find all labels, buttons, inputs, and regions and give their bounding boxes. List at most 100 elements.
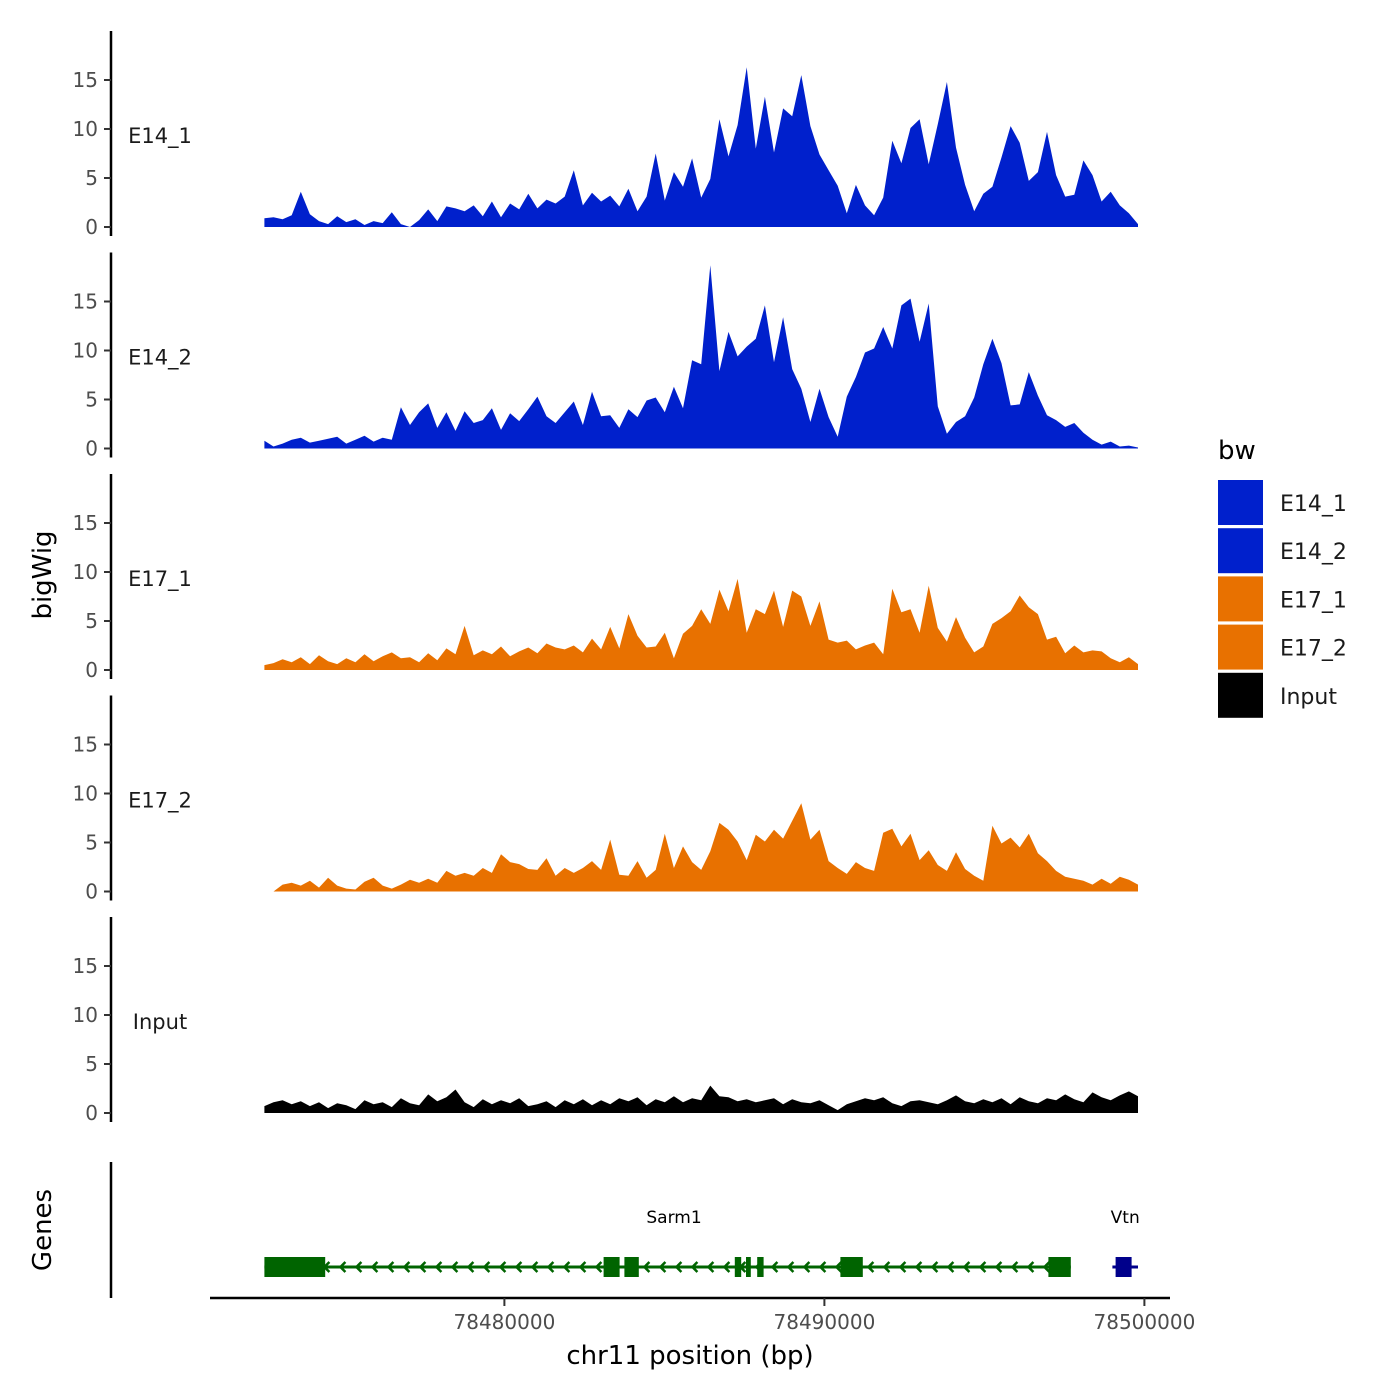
gene-label-vtn: Vtn: [1111, 1208, 1140, 1228]
y-tick-label: 15: [73, 511, 98, 535]
legend-label: E14_2: [1280, 540, 1347, 565]
strand-arrow: [898, 1261, 907, 1273]
legend-swatch: [1218, 480, 1263, 525]
strand-arrow: [994, 1261, 1003, 1273]
gene-label-sarm1: Sarm1: [646, 1208, 701, 1228]
strand-arrow: [338, 1261, 347, 1273]
strand-arrow: [578, 1261, 587, 1273]
y-tick-label: 10: [73, 1003, 98, 1027]
strand-arrow: [482, 1261, 491, 1273]
gene-exon: [746, 1257, 751, 1277]
strand-arrow: [466, 1261, 475, 1273]
y-tick-label: 15: [73, 954, 98, 978]
y-tick-label: 0: [85, 658, 98, 682]
track-e14-1: 0 5 10 15 E14_1: [73, 31, 1138, 239]
x-axis-title: chr11 position (bp): [566, 1341, 813, 1371]
track-label-e14-2: E14_2: [128, 346, 192, 371]
strand-arrow: [770, 1261, 779, 1273]
strand-arrow: [514, 1261, 523, 1273]
y-tick-label: 0: [85, 437, 98, 461]
strand-arrow: [418, 1261, 427, 1273]
y-axis-title: bigWig: [28, 530, 58, 619]
track-input: 0 5 10 15 Input: [73, 917, 1138, 1125]
y-tick-label: 5: [85, 1052, 98, 1076]
legend-title: bw: [1218, 436, 1256, 466]
x-tick-label: 78480000: [454, 1310, 556, 1334]
strand-arrow: [978, 1261, 987, 1273]
x-axis: 78480000 78490000 78500000 chr11 position …: [210, 1296, 1195, 1371]
strand-arrow: [546, 1261, 555, 1273]
legend-entries: E14_1 E14_2 E17_1 E17_2 Input: [1218, 480, 1347, 718]
strand-arrow: [674, 1261, 683, 1273]
y-tick-label: 0: [85, 880, 98, 904]
y-tick-label: 10: [73, 339, 98, 363]
strand-arrow: [354, 1261, 363, 1273]
coverage-area-e14-2: [264, 265, 1138, 449]
legend-label: E14_1: [1280, 492, 1347, 517]
y-tick-label: 10: [73, 117, 98, 141]
gene-exon: [264, 1257, 290, 1277]
x-tick-label: 78490000: [774, 1310, 876, 1334]
legend-entry-e14-2: E14_2: [1218, 528, 1347, 574]
legend-entry-e17-2: E17_2: [1218, 624, 1347, 670]
strand-arrow: [530, 1261, 539, 1273]
legend-entry-e17-1: E17_1: [1218, 576, 1347, 622]
strand-arrow: [722, 1261, 731, 1273]
track-e17-1: 0 5 10 15 E17_1: [73, 474, 1138, 682]
legend-swatch: [1218, 624, 1263, 670]
genes-track: Genes Sarm1 Vtn: [28, 1162, 1140, 1298]
strand-arrow: [434, 1261, 443, 1273]
strand-arrow: [658, 1261, 667, 1273]
coverage-area-e17-1: [264, 578, 1138, 670]
legend-swatch: [1218, 672, 1263, 718]
strand-arrow: [914, 1261, 923, 1273]
strand-arrow: [690, 1261, 699, 1273]
track-e17-2: 0 5 10 15 E17_2: [73, 695, 1138, 904]
strand-arrow: [1010, 1261, 1019, 1273]
strand-arrow: [562, 1261, 571, 1273]
strand-arrow: [962, 1261, 971, 1273]
y-tick-label: 10: [73, 560, 98, 584]
y-tick-label: 5: [85, 166, 98, 190]
y-tick-label: 5: [85, 831, 98, 855]
coverage-area-e17-2: [264, 803, 1138, 892]
gene-exon: [624, 1257, 639, 1277]
strand-arrow: [930, 1261, 939, 1273]
gene-models: Sarm1 Vtn: [264, 1208, 1140, 1277]
track-label-e17-1: E17_1: [128, 567, 192, 592]
track-label-e17-2: E17_2: [128, 789, 192, 814]
legend-label: E17_1: [1280, 588, 1347, 613]
strand-arrow: [642, 1261, 651, 1273]
strand-arrow: [594, 1261, 603, 1273]
y-tick-label: 0: [85, 215, 98, 239]
strand-arrow: [866, 1261, 875, 1273]
gene-exon: [734, 1257, 742, 1277]
gene-vtn: Vtn: [1111, 1208, 1140, 1277]
y-tick-label: 5: [85, 388, 98, 412]
y-tick-label: 15: [73, 290, 98, 314]
gene-exon: [757, 1257, 764, 1277]
legend: bw E14_1 E14_2 E17_1 E17_2 Input: [1218, 436, 1347, 718]
legend-entry-input: Input: [1218, 672, 1337, 718]
gene-exon: [603, 1257, 620, 1277]
legend-swatch: [1218, 528, 1263, 574]
strand-arrow: [818, 1261, 827, 1273]
gene-exon: [1048, 1257, 1071, 1277]
legend-label: Input: [1280, 685, 1337, 710]
legend-swatch: [1218, 576, 1263, 622]
track-e14-2: 0 5 10 15 E14_2: [73, 252, 1138, 461]
y-tick-label: 15: [73, 733, 98, 757]
strand-arrow: [882, 1261, 891, 1273]
strand-arrow: [786, 1261, 795, 1273]
strand-arrow: [706, 1261, 715, 1273]
y-tick-label: 0: [85, 1101, 98, 1125]
track-label-e14-1: E14_1: [128, 124, 192, 149]
genes-title: Genes: [28, 1189, 58, 1271]
y-tick-label: 10: [73, 782, 98, 806]
coverage-area-e14-1: [264, 67, 1138, 227]
gene-exon: [290, 1257, 326, 1277]
strand-arrow: [834, 1261, 843, 1273]
x-ticks: 78480000 78490000 78500000: [454, 1298, 1195, 1334]
y-tick-label: 5: [85, 609, 98, 633]
